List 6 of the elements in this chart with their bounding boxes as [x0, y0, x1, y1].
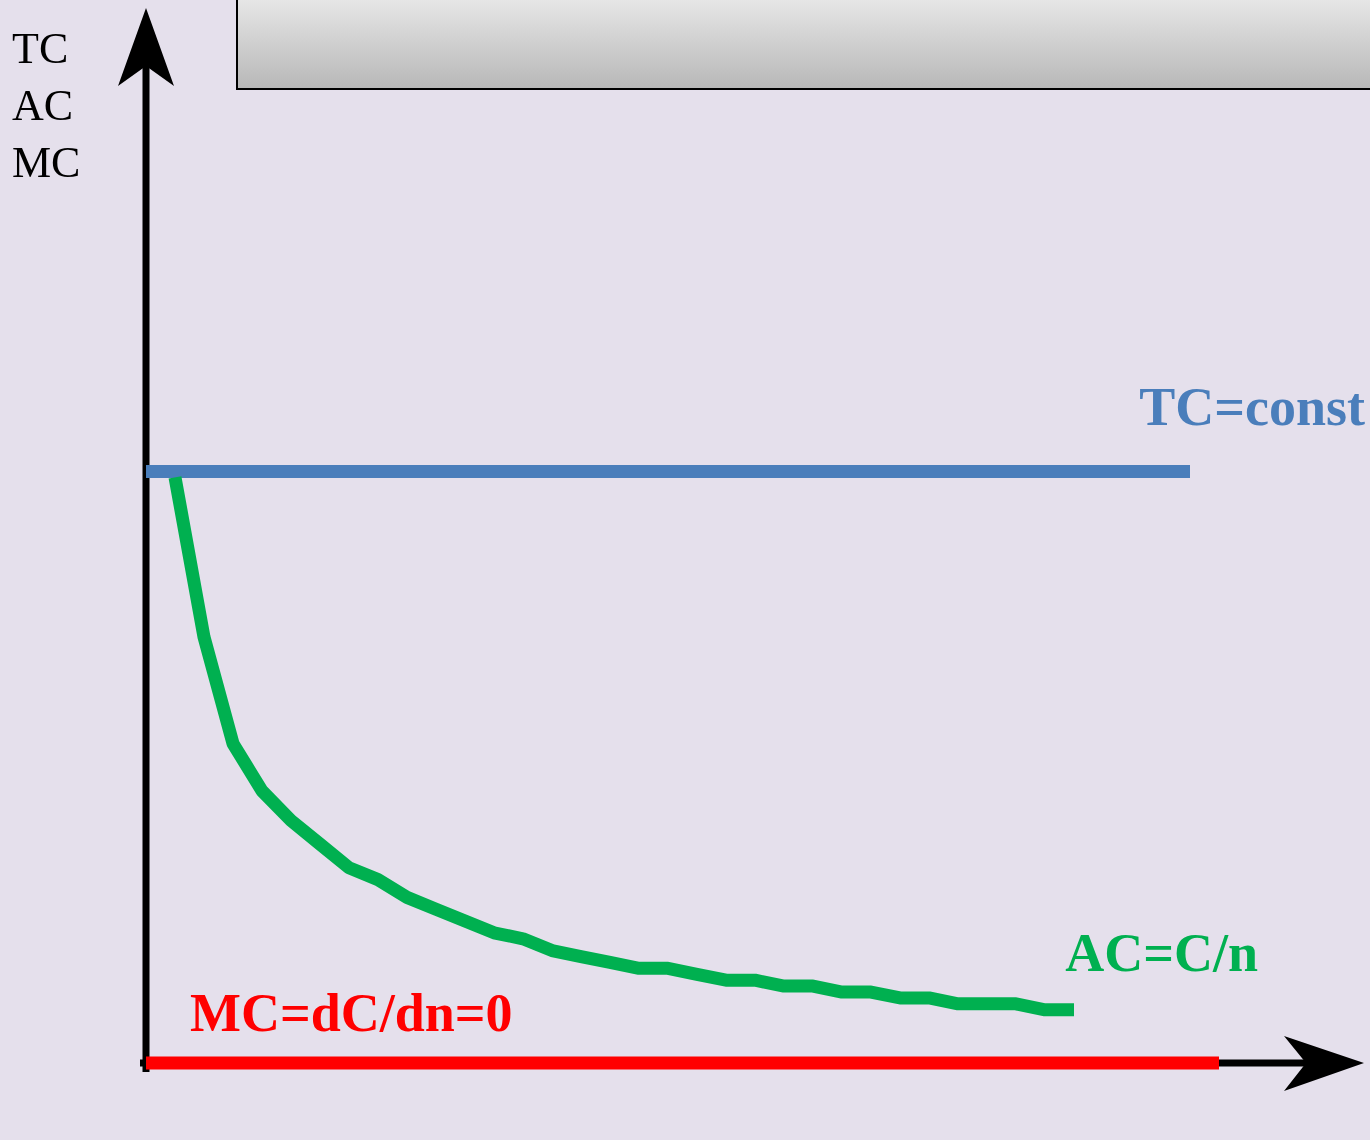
- text: TC: [12, 24, 69, 73]
- text: MC: [12, 138, 81, 187]
- series-label: MC=dC/dn=0: [190, 983, 513, 1043]
- series-label: TC=const: [1139, 377, 1365, 438]
- series-label: AC=C/n: [1065, 922, 1258, 983]
- text: AC: [12, 81, 74, 130]
